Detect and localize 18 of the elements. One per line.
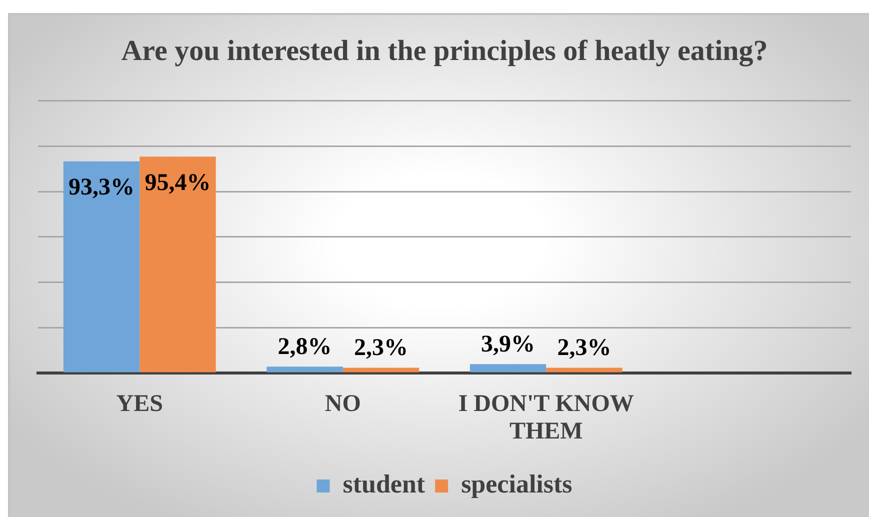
data-label: 2,3% (557, 334, 612, 361)
chart-title: Are you interested in the principles of heatly eating? (121, 34, 768, 67)
x-tick-label: I DON'T KNOW THEM (458, 391, 634, 445)
bar (470, 364, 546, 372)
legend-label: specialists (461, 470, 572, 499)
data-label: 95,4% (144, 170, 211, 196)
legend-label: student (342, 470, 426, 499)
bar (63, 161, 140, 372)
x-tick-label: NO (324, 391, 361, 418)
data-label: 2,3% (354, 334, 408, 361)
data-label: 2,8% (278, 334, 332, 360)
data-label: 93,3% (68, 174, 135, 201)
bar (266, 366, 343, 372)
x-tick-label: YES (116, 391, 163, 418)
data-label: 3,9% (481, 331, 536, 358)
bar (342, 368, 420, 372)
bar (546, 368, 622, 372)
bar (140, 156, 216, 372)
